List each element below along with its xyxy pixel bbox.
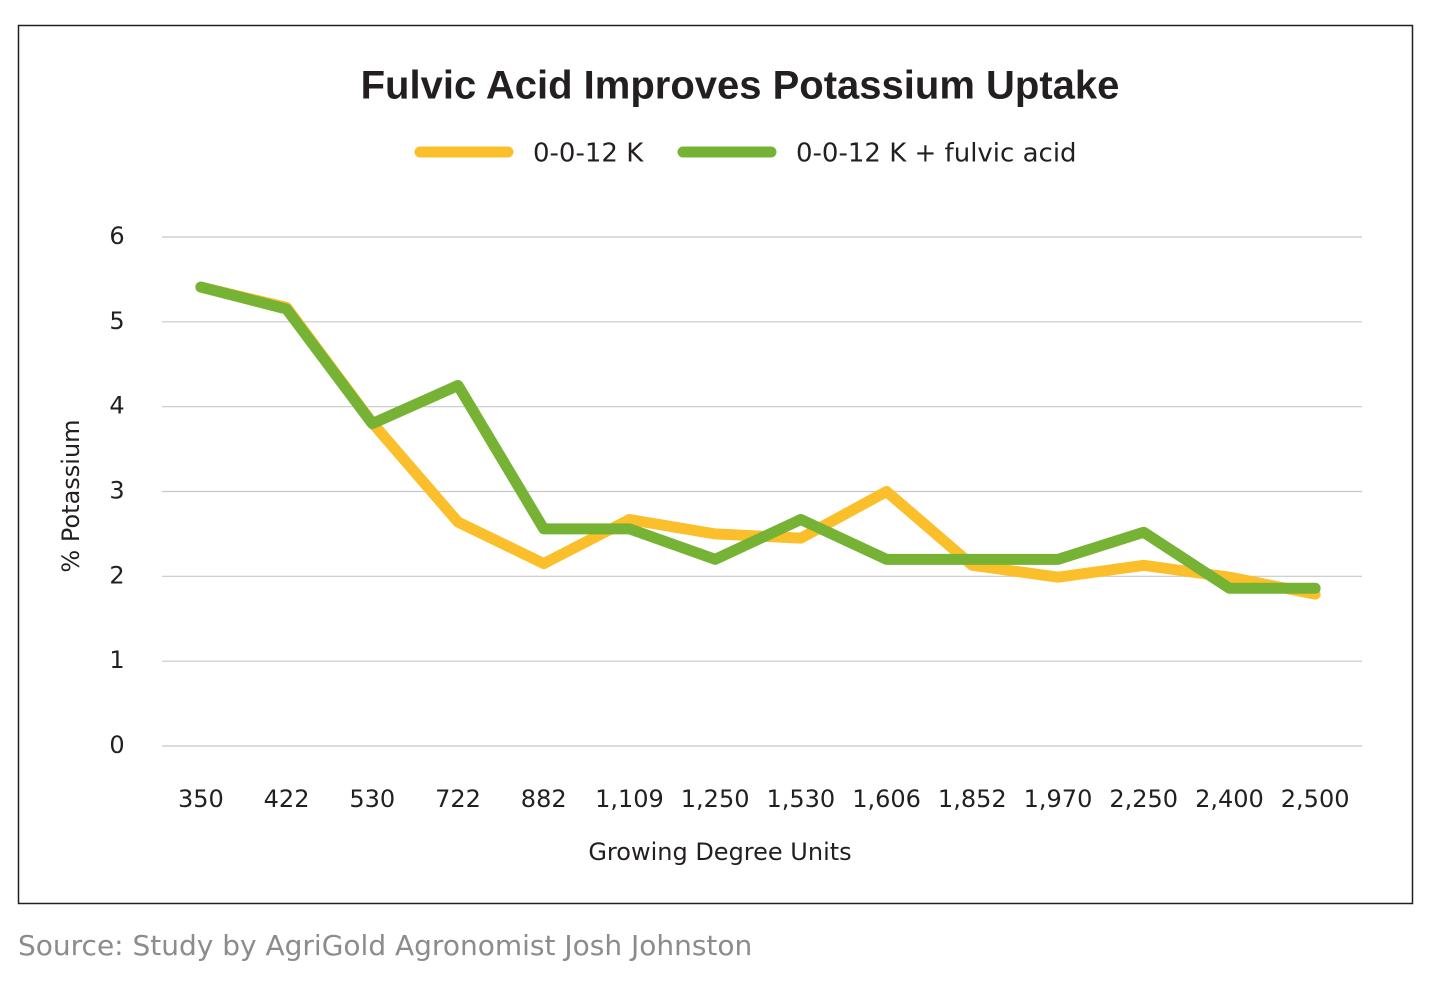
- y-tick-label: 6: [109, 222, 124, 250]
- series-line: [195, 281, 1321, 594]
- x-tick-label: 350: [178, 785, 224, 813]
- x-tick-label: 2,400: [1195, 785, 1264, 813]
- chart-frame: [17, 24, 1414, 905]
- x-tick-label: 1,530: [766, 785, 835, 813]
- legend-label: 0-0-12 K + fulvic acid: [796, 139, 1077, 169]
- y-tick-label: 2: [109, 561, 124, 589]
- y-tick-label: 3: [109, 477, 124, 505]
- chart-title: Fulvic Acid Improves Potassium Uptake: [361, 64, 1120, 108]
- x-tick-label: 2,500: [1281, 785, 1350, 813]
- x-tick-label: 1,109: [595, 785, 664, 813]
- series-line: [195, 281, 1321, 600]
- x-tick-label: 882: [521, 785, 567, 813]
- x-tick-label: 2,250: [1109, 785, 1178, 813]
- y-tick-label: 0: [109, 731, 124, 759]
- y-axis-title: % Potassium: [57, 419, 85, 572]
- x-tick-label: 1,250: [681, 785, 750, 813]
- x-tick-label: 1,970: [1024, 785, 1093, 813]
- x-tick-label: 530: [349, 785, 395, 813]
- x-tick-label: 1,606: [852, 785, 921, 813]
- y-tick-label: 4: [109, 392, 124, 420]
- x-tick-label: 422: [264, 785, 310, 813]
- legend-label: 0-0-12 K: [533, 139, 644, 169]
- x-tick-label: 1,852: [938, 785, 1007, 813]
- y-tick-label: 1: [109, 646, 124, 674]
- x-axis-title: Growing Degree Units: [588, 838, 851, 866]
- y-tick-label: 5: [109, 307, 124, 335]
- x-tick-label: 722: [435, 785, 481, 813]
- source-note: Source: Study by AgriGold Agronomist Jos…: [18, 929, 752, 962]
